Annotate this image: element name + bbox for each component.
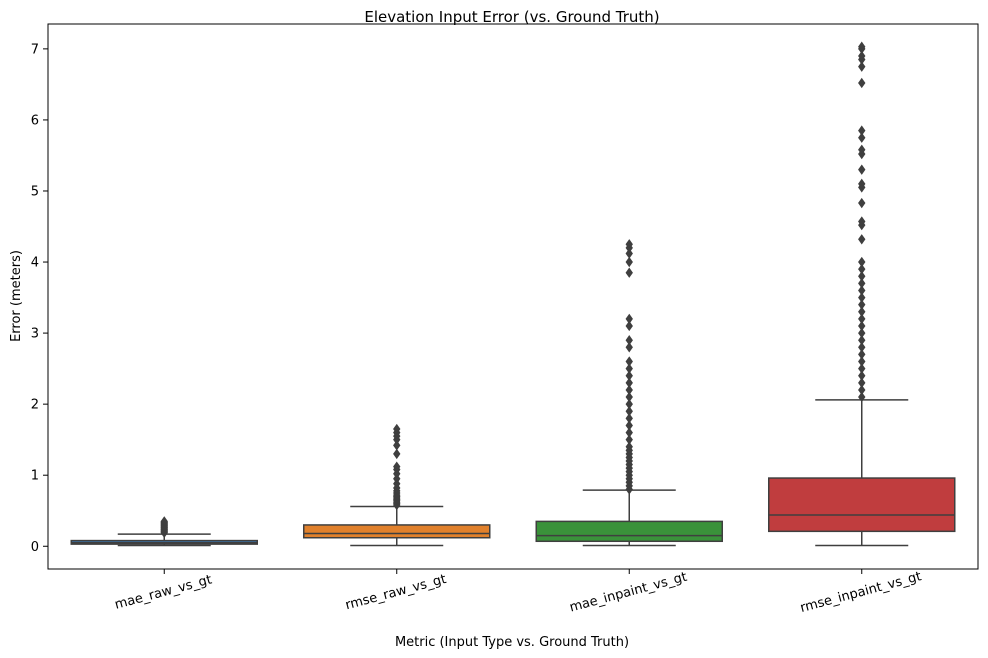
box-group-mae_raw_vs_gt [70, 516, 258, 547]
outlier-point [858, 306, 866, 317]
outlier-point [858, 356, 866, 367]
outlier-point [625, 441, 633, 452]
outlier-point [625, 406, 633, 417]
outlier-point [160, 516, 168, 527]
outlier-point [858, 292, 866, 303]
outlier-point [858, 278, 866, 289]
outlier-point [625, 248, 633, 259]
outlier-point [625, 313, 633, 325]
outlier-point [625, 267, 633, 278]
x-tick-label: rmse_inpaint_vs_gt [799, 569, 924, 616]
outlier-point [858, 41, 866, 52]
y-tick-label: 2 [31, 398, 39, 413]
outlier-point [858, 342, 866, 353]
box-iqr [535, 520, 723, 543]
box-iqr [768, 477, 956, 533]
outlier-point [858, 234, 866, 245]
outlier-point [858, 263, 866, 275]
box-group-mae_inpaint_vs_gt [535, 239, 723, 547]
outlier-point [393, 440, 401, 451]
outlier-point [858, 164, 866, 175]
outlier-point [858, 197, 866, 209]
outlier-point [858, 285, 866, 296]
outlier-point [858, 216, 866, 227]
outlier-point [393, 423, 401, 435]
outlier-point [625, 342, 633, 353]
outlier-point [858, 349, 866, 360]
outlier-point [625, 391, 633, 403]
outlier-point [625, 434, 633, 445]
outlier-point [625, 363, 633, 374]
outlier-point [858, 271, 866, 282]
y-tick-label: 5 [31, 184, 39, 199]
box-iqr [303, 524, 491, 539]
x-axis-label: Metric (Input Type vs. Ground Truth) [395, 635, 629, 650]
outlier-point [625, 384, 633, 396]
outlier-point [858, 132, 866, 143]
outlier-point [858, 125, 866, 136]
x-tick-label: mae_inpaint_vs_gt [568, 570, 689, 616]
outlier-point [858, 327, 866, 339]
outlier-point [858, 50, 866, 62]
outlier-point [625, 356, 633, 367]
outlier-point [858, 144, 866, 155]
outlier-point [625, 370, 633, 381]
outlier-point [858, 335, 866, 346]
outlier-point [858, 320, 866, 332]
outlier-point [625, 335, 633, 346]
y-tick-label: 6 [31, 113, 39, 128]
y-tick-label: 7 [31, 42, 39, 57]
y-axis-label: Error (meters) [9, 250, 24, 342]
plot-frame [47, 23, 979, 570]
outlier-point [858, 61, 866, 72]
outlier-point [858, 256, 866, 268]
outlier-point [625, 239, 633, 250]
outlier-point [625, 398, 633, 410]
plot-area [70, 41, 956, 547]
outlier-point [625, 320, 633, 332]
outlier-point [858, 363, 866, 374]
x-tick-label: mae_raw_vs_gt [113, 572, 213, 612]
outlier-point [858, 299, 866, 310]
outlier-point [625, 256, 633, 268]
outlier-point [858, 178, 866, 190]
x-tick-label: rmse_raw_vs_gt [344, 572, 448, 613]
outlier-point [393, 448, 401, 460]
outlier-point [858, 313, 866, 325]
outlier-point [625, 377, 633, 389]
outlier-point [858, 384, 866, 396]
box-group-rmse_inpaint_vs_gt [768, 41, 956, 547]
outlier-point [858, 77, 866, 89]
y-tick-label: 4 [31, 256, 39, 271]
outlier-point [858, 370, 866, 381]
y-tick-label: 0 [31, 540, 39, 555]
outlier-point [625, 413, 633, 424]
y-tick-label: 1 [31, 469, 39, 484]
outlier-point [625, 420, 633, 431]
chart-title: Elevation Input Error (vs. Ground Truth) [364, 8, 659, 26]
box-group-rmse_raw_vs_gt [303, 423, 491, 547]
outlier-point [858, 377, 866, 389]
outlier-point [393, 461, 401, 472]
outlier-point [858, 391, 866, 403]
y-tick-label: 3 [31, 327, 39, 342]
outlier-point [625, 427, 633, 438]
